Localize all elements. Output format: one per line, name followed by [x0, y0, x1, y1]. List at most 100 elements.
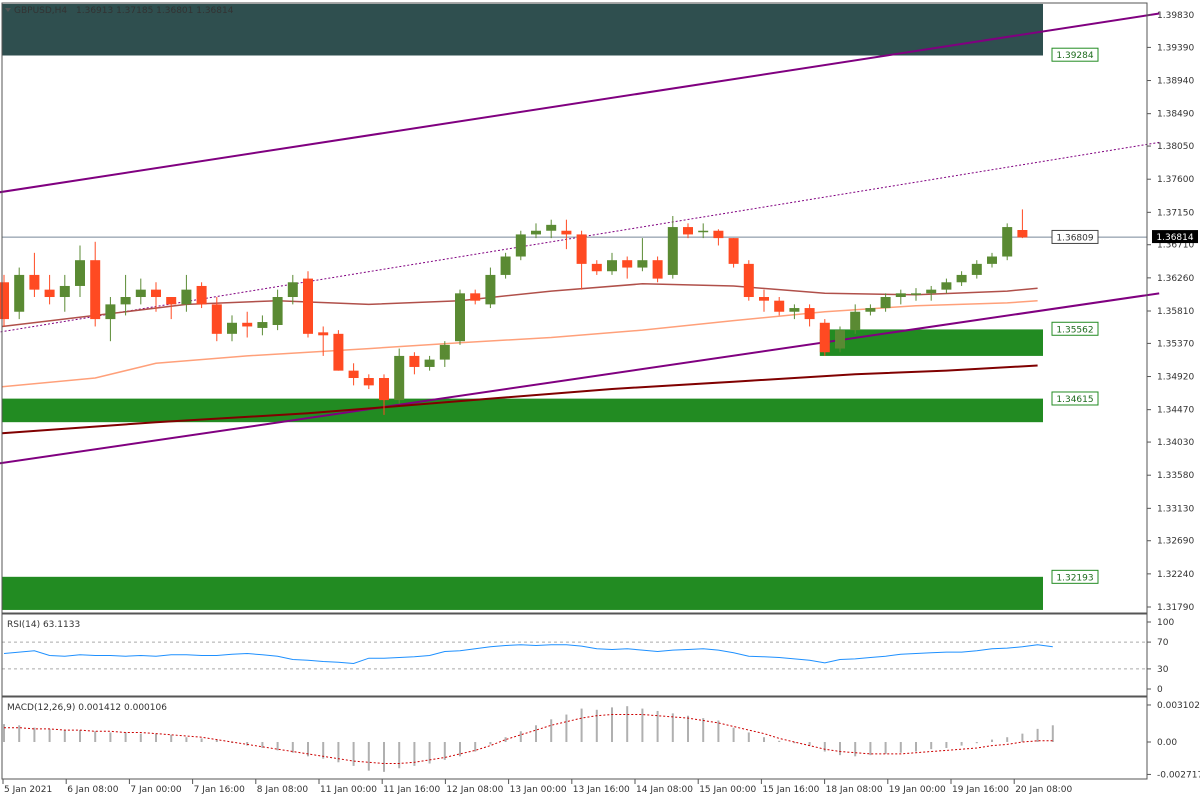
macd-bar [139, 733, 142, 742]
macd-bar [1036, 728, 1039, 742]
candle-body [698, 230, 709, 233]
candle-body [941, 282, 952, 290]
macd-bar [246, 742, 249, 746]
channel-lower[interactable] [0, 292, 1160, 465]
level-label: 1.34615 [1056, 395, 1093, 405]
price-tick-label: 1.34920 [1157, 373, 1194, 383]
rsi-tick-label: 70 [1157, 638, 1169, 648]
candle-body [75, 260, 85, 286]
candle-body [546, 224, 557, 231]
candle-body [166, 297, 177, 305]
macd-bar [747, 732, 750, 742]
candle-body [363, 378, 374, 386]
time-tick-label: 19 Jan 16:00 [952, 785, 1009, 795]
time-tick-label: 11 Jan 00:00 [320, 785, 377, 795]
candle-body [0, 282, 9, 320]
time-tick-label: 6 Jan 08:00 [67, 785, 119, 795]
price-tick-label: 1.38050 [1157, 142, 1194, 152]
macd-bar [276, 742, 279, 751]
candle-body [804, 308, 815, 320]
collapse-triangle-icon[interactable] [5, 8, 11, 12]
current-price-label: 1.36814 [1156, 233, 1193, 243]
macd-bar [808, 742, 811, 746]
symbol-label: GBPUSD,H4 [14, 6, 67, 16]
macd-bar [79, 730, 81, 742]
macd-bar [413, 742, 416, 766]
macd-bar [155, 733, 157, 742]
macd-bar [778, 740, 781, 742]
resistance-zone [2, 3, 1043, 56]
candle-body [926, 289, 937, 294]
candle-body [105, 304, 116, 320]
candle-body [667, 227, 678, 275]
candle-body [470, 293, 481, 301]
macd-bar [337, 742, 340, 763]
price-tick-label: 1.37150 [1157, 208, 1194, 218]
time-tick-label: 15 Jan 16:00 [762, 785, 819, 795]
candle-body [728, 238, 739, 264]
price-tick-label: 1.34030 [1157, 438, 1194, 448]
price-tick-label: 1.39830 [1157, 11, 1194, 21]
macd-bar [671, 713, 674, 742]
candle-body [196, 285, 207, 305]
candle-body [865, 308, 876, 312]
macd-tick-label: -0.002717 [1157, 770, 1200, 780]
macd-bar [33, 727, 36, 742]
candle-body [683, 227, 693, 235]
time-tick-label: 8 Jan 08:00 [257, 785, 309, 795]
macd-bar [915, 742, 917, 752]
candle-body [850, 311, 861, 331]
macd-bar [975, 742, 978, 744]
candle-body [713, 230, 724, 239]
macd-bar [535, 725, 537, 742]
macd-bar [170, 734, 173, 742]
candle-body [515, 234, 526, 257]
macd-bar [307, 742, 309, 757]
level-label-box [1051, 47, 1099, 62]
macd-bar [504, 737, 507, 742]
channel-upper[interactable] [0, 12, 1160, 194]
macd-bar [869, 742, 872, 756]
macd-bar [367, 742, 370, 771]
support-zone-1 [819, 329, 1043, 356]
candle-body [637, 260, 648, 268]
macd-bar [398, 742, 401, 769]
candle-body [348, 370, 359, 379]
macd-bar [443, 742, 446, 760]
macd-bar [291, 742, 294, 753]
candle-body [439, 344, 450, 360]
level-label-box [1051, 229, 1099, 244]
macd-bar [595, 709, 598, 742]
macd-bar [945, 742, 948, 748]
time-tick-label: 14 Jan 08:00 [636, 785, 693, 795]
macd-bar [717, 720, 720, 742]
macd-bar [884, 742, 887, 754]
candle-body [242, 322, 253, 327]
candle-body [394, 355, 405, 401]
macd-bar [641, 708, 644, 742]
candle-body [774, 300, 785, 312]
level-label: 1.32193 [1056, 573, 1093, 583]
macd-bar [200, 738, 203, 742]
macd-bar [63, 730, 66, 742]
macd-title: MACD(12,26,9) 0.001412 0.000106 [7, 703, 167, 713]
candle-body [424, 359, 435, 367]
level-label: 1.36809 [1056, 233, 1093, 243]
macd-bar [702, 718, 705, 742]
time-tick-label: 19 Jan 00:00 [889, 785, 946, 795]
macd-pane-frame [1, 696, 1148, 780]
candle-body [759, 297, 769, 301]
macd-bar [3, 724, 5, 742]
macd-bar [428, 742, 431, 764]
support-zone-3 [2, 576, 1043, 610]
price-tick-label: 1.34470 [1157, 406, 1194, 416]
macd-bar [839, 742, 841, 756]
candle-body [500, 256, 511, 275]
candle-body [90, 260, 101, 320]
time-tick-label: 20 Jan 08:00 [1015, 785, 1072, 795]
macd-bar [109, 732, 112, 742]
macd-bar [626, 706, 629, 742]
candle-body [591, 263, 602, 272]
